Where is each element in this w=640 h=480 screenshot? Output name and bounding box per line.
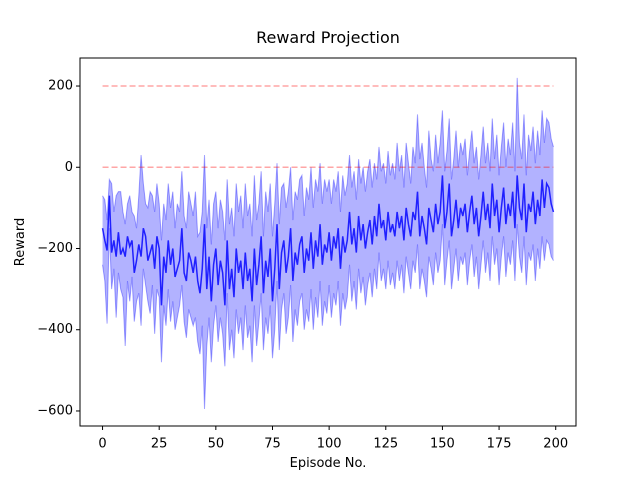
x-tick-label: 150 — [430, 437, 455, 452]
x-tick-label: 200 — [543, 437, 568, 452]
series-line — [101, 175, 555, 306]
y-axis-label: Reward — [13, 218, 28, 266]
x-tick-label: 25 — [151, 437, 168, 452]
band-lower — [102, 224, 554, 409]
chart-title: Reward Projection — [256, 28, 400, 47]
x-tick-label: 50 — [208, 437, 225, 452]
x-tick-label: 75 — [264, 437, 281, 452]
x-tick-label: 100 — [317, 437, 342, 452]
band-upper — [102, 77, 554, 245]
x-tick-label: 175 — [487, 437, 512, 452]
y-tick-label: −600 — [37, 403, 73, 418]
x-axis-label: Episode No. — [290, 456, 367, 471]
y-tick-label: −400 — [37, 322, 73, 337]
x-tick-label: 125 — [373, 437, 398, 452]
plot-frame — [79, 57, 577, 427]
y-tick-label: −200 — [37, 241, 73, 256]
y-tick-label: 0 — [65, 160, 73, 175]
y-tick-label: 200 — [48, 79, 73, 94]
x-tick-label: 0 — [98, 437, 106, 452]
